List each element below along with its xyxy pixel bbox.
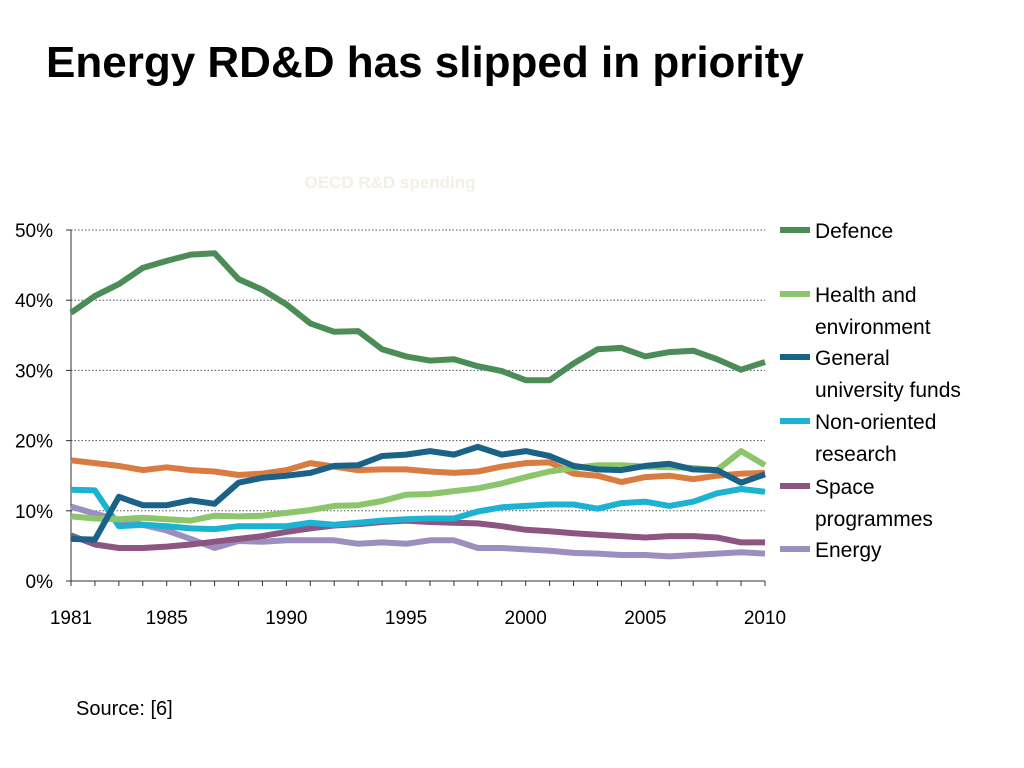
x-tick-label: 2010 — [744, 608, 786, 629]
legend-label-health-and-environment: Health and — [815, 284, 917, 307]
slide-title: Energy RD&D has slipped in priority — [46, 38, 804, 87]
series-line-non-oriented-research — [70, 486, 766, 533]
legend-label-general-university-funds: General — [815, 347, 890, 370]
series-line-energy — [70, 503, 766, 560]
series-line-defence — [69, 250, 766, 384]
legend-label-non-oriented-research: research — [815, 443, 897, 466]
source-note: Source: [6] — [76, 698, 173, 720]
legend-label-space-programmes: Space — [815, 476, 875, 499]
y-tick-label: 20% — [15, 432, 53, 453]
x-tick-label: 1995 — [385, 608, 427, 629]
legend: Defence Health and environment General unive… — [780, 220, 961, 562]
legend-label-health-and-environment: environment — [815, 316, 931, 339]
legend-label-energy: Energy — [815, 539, 882, 562]
series-line-general-university-funds — [70, 443, 766, 543]
chart-title: OECD R&D spending — [305, 173, 476, 192]
x-tick-label: 1990 — [265, 608, 307, 629]
legend-label-space-programmes: programmes — [815, 508, 933, 531]
x-tick-label: 2005 — [624, 608, 666, 629]
x-tick-label: 1985 — [146, 608, 188, 629]
legend-label-defence: Defence — [815, 220, 893, 243]
y-tick-label: 0% — [26, 572, 54, 593]
legend-label-non-oriented-research: Non-oriented — [815, 411, 936, 434]
y-tick-label: 10% — [15, 502, 53, 523]
y-tick-label: 30% — [15, 361, 53, 382]
series-lines — [69, 250, 767, 560]
x-tick-label: 2000 — [505, 608, 547, 629]
gridlines — [71, 229, 765, 512]
x-tick-label: 1981 — [50, 608, 92, 629]
y-tick-label: 40% — [15, 291, 53, 312]
axes: 0% 10% 20% 30% 40% 50% 1981 1985 1990 1995 2000 200… — [15, 221, 786, 629]
y-tick-label: 50% — [15, 221, 53, 242]
legend-label-general-university-funds: university funds — [815, 379, 961, 402]
series-line-orange-series — [70, 457, 766, 485]
